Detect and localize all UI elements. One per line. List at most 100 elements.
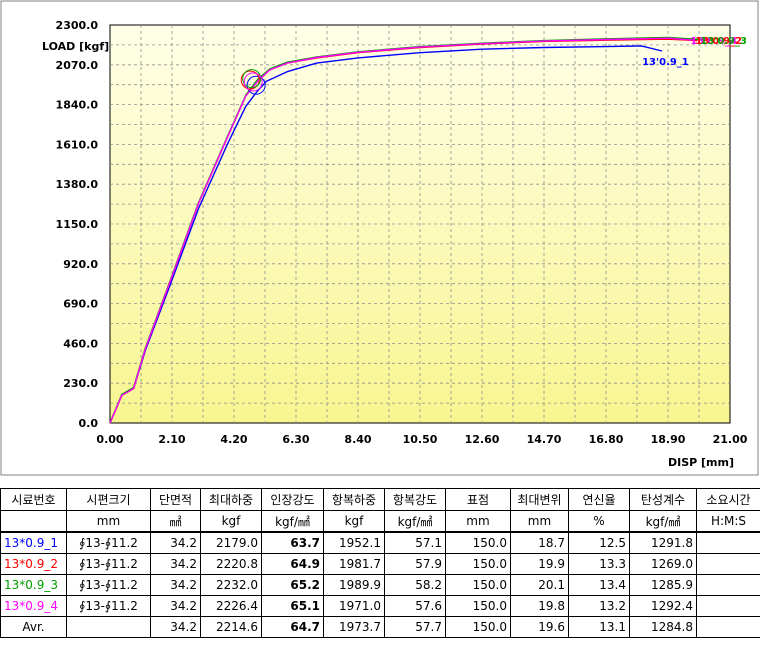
yield-marker-2 xyxy=(240,70,260,90)
unit-sample-no xyxy=(0,510,67,533)
cell-size: ∮13-∮11.2 xyxy=(66,595,151,617)
cell-yield-strength: 57.6 xyxy=(384,595,446,617)
cell-max-disp: 19.8 xyxy=(510,595,569,617)
cell-max-disp: 20.1 xyxy=(510,574,569,596)
cell-time xyxy=(696,595,760,617)
x-tick-label: 8.40 xyxy=(344,433,371,446)
cell-size: ∮13-∮11.2 xyxy=(66,553,151,575)
cell-time xyxy=(696,531,760,554)
unit-yield-load: kgf xyxy=(323,510,385,533)
grid xyxy=(110,25,730,423)
header-max-load: 최대하중 xyxy=(200,488,262,511)
yield-marker-1 xyxy=(246,75,266,95)
unit-elongation: % xyxy=(568,510,630,533)
header-elapsed-time: 소요시간 xyxy=(696,488,760,511)
header-yield-strength: 항복강도 xyxy=(384,488,446,511)
cell-area: 34.2 xyxy=(150,616,201,638)
cell-max-load: 2226.4 xyxy=(200,595,262,617)
y-tick-label: 690.0 xyxy=(63,298,98,311)
axis-ticks: 0.00 2.10 4.20 6.30 8.40 10.50 12.60 14.70 16.80… xyxy=(56,19,748,446)
header-tensile-strength: 인장강도 xyxy=(261,488,324,511)
cell-modulus: 1269.0 xyxy=(629,553,697,575)
cell-id: Avr. xyxy=(0,616,67,638)
y-axis-title: LOAD [kgf] xyxy=(42,40,109,53)
unit-area: ㎟ xyxy=(150,510,201,533)
y-tick-label: 0.0 xyxy=(79,417,99,430)
cell-modulus: 1291.8 xyxy=(629,531,697,554)
table-row: 13*0.9_1 ∮13-∮11.2 34.2 2179.0 63.7 1952.1 57.… xyxy=(0,531,760,554)
cell-yield-strength: 57.9 xyxy=(384,553,446,575)
x-tick-label: 16.80 xyxy=(589,433,624,446)
cell-gauge: 150.0 xyxy=(445,595,511,617)
header-elongation: 연신율 xyxy=(568,488,630,511)
cell-size: ∮13-∮11.2 xyxy=(66,574,151,596)
x-axis-title: DISP [mm] xyxy=(668,456,734,469)
cell-max-disp: 19.6 xyxy=(510,616,569,638)
unit-yield-strength: kgf/㎟ xyxy=(384,510,446,533)
yield-marker-4 xyxy=(243,72,263,92)
cell-gauge: 150.0 xyxy=(445,531,511,554)
results-table: 시료번호 시편크기 단면적 최대하중 인장강도 항복하중 항복강도 표점 최대변… xyxy=(0,488,760,638)
header-yield-load: 항복하중 xyxy=(323,488,385,511)
x-tick-label: 18.90 xyxy=(651,433,686,446)
cell-id: 13*0.9_1 xyxy=(0,531,67,554)
series-end-label: 13'0.9_4 xyxy=(690,36,737,47)
header-area: 단면적 xyxy=(150,488,201,511)
cell-elong: 12.5 xyxy=(568,531,630,554)
header-gauge-length: 표점 xyxy=(445,488,511,511)
table-body: 13*0.9_1 ∮13-∮11.2 34.2 2179.0 63.7 1952.1 57.… xyxy=(0,531,760,638)
y-tick-label: 1150.0 xyxy=(56,218,99,231)
cell-tensile: 65.1 xyxy=(261,595,324,617)
cell-elong: 13.4 xyxy=(568,574,630,596)
unit-max-displacement: mm xyxy=(510,510,569,533)
cell-max-load: 2220.8 xyxy=(200,553,262,575)
x-tick-label: 2.10 xyxy=(158,433,185,446)
unit-tensile-strength: kgf/㎟ xyxy=(261,510,324,533)
yield-markers xyxy=(240,69,266,95)
table-row: 13*0.9_3 ∮13-∮11.2 34.2 2232.0 65.2 1989.9 58.… xyxy=(0,574,760,596)
header-sample-no: 시료번호 xyxy=(0,488,67,511)
cell-area: 34.2 xyxy=(150,574,201,596)
unit-elastic-modulus: kgf/㎟ xyxy=(629,510,697,533)
cell-modulus: 1292.4 xyxy=(629,595,697,617)
cell-time xyxy=(696,616,760,638)
cell-yield-load: 1971.0 xyxy=(323,595,385,617)
cell-tensile: 64.9 xyxy=(261,553,324,575)
cell-tensile: 64.7 xyxy=(261,616,324,638)
cell-id: 13*0.9_3 xyxy=(0,574,67,596)
cell-elong: 13.1 xyxy=(568,616,630,638)
cell-yield-load: 1952.1 xyxy=(323,531,385,554)
cell-yield-strength: 58.2 xyxy=(384,574,446,596)
cell-area: 34.2 xyxy=(150,531,201,554)
x-tick-label: 21.00 xyxy=(713,433,748,446)
table-row: 13*0.9_4 ∮13-∮11.2 34.2 2226.4 65.1 1971.0 57.… xyxy=(0,595,760,617)
cell-elong: 13.2 xyxy=(568,595,630,617)
cell-area: 34.2 xyxy=(150,553,201,575)
cell-max-disp: 19.9 xyxy=(510,553,569,575)
cell-size: ∮13-∮11.2 xyxy=(66,531,151,554)
cell-gauge: 150.0 xyxy=(445,553,511,575)
cell-elong: 13.3 xyxy=(568,553,630,575)
yield-marker-3 xyxy=(242,69,262,89)
header-elastic-modulus: 탄성계수 xyxy=(629,488,697,511)
series xyxy=(109,36,704,424)
cell-modulus: 1284.8 xyxy=(629,616,697,638)
cell-max-disp: 18.7 xyxy=(510,531,569,554)
y-tick-label: 2070.0 xyxy=(56,59,99,72)
y-tick-label: 920.0 xyxy=(63,258,98,271)
series-line-4 xyxy=(109,37,695,424)
x-tick-label: 10.50 xyxy=(403,433,438,446)
cell-yield-load: 1981.7 xyxy=(323,553,385,575)
cell-yield-strength: 57.1 xyxy=(384,531,446,554)
series-end-label: 13'0.9_2 xyxy=(695,36,742,47)
y-tick-label: 1840.0 xyxy=(56,99,99,112)
series-end-label: 13'0.9_1 xyxy=(642,57,689,68)
header-specimen-size: 시편크기 xyxy=(66,488,151,511)
cell-id: 13*0.9_2 xyxy=(0,553,67,575)
x-tick-label: 14.70 xyxy=(527,433,562,446)
cell-gauge: 150.0 xyxy=(445,616,511,638)
chart-svg: 0.00 2.10 4.20 6.30 8.40 10.50 12.60 14.70 16.80… xyxy=(0,0,759,476)
y-tick-label: 460.0 xyxy=(63,337,98,350)
cell-yield-load: 1973.7 xyxy=(323,616,385,638)
y-tick-label: 2300.0 xyxy=(56,19,99,32)
